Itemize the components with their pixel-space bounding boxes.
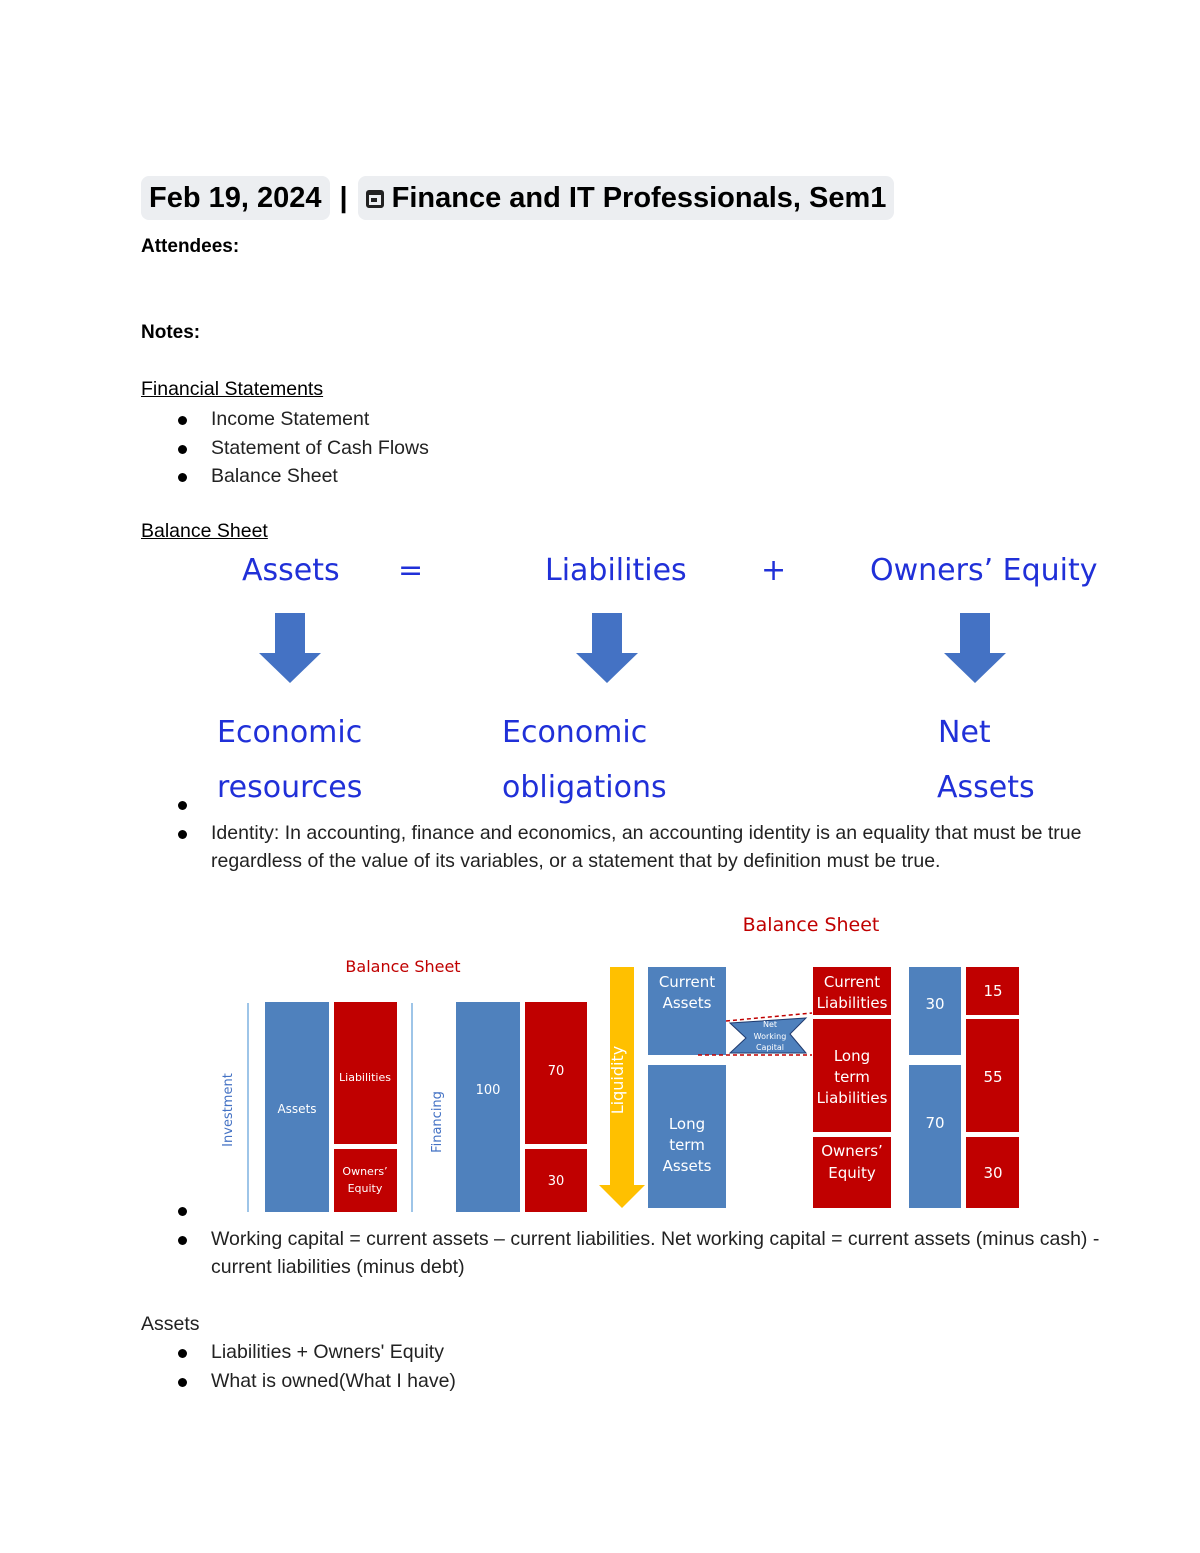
- liquidity-label: Liquidity: [608, 1046, 627, 1114]
- total-block: [456, 1002, 520, 1212]
- assets-desc-2: resources: [217, 770, 363, 805]
- long-liab-block: [813, 1019, 891, 1132]
- long-liab-label-1: Long: [834, 1047, 870, 1065]
- assets-block-label: Assets: [277, 1102, 316, 1116]
- investment-label: Investment: [221, 1073, 236, 1147]
- equity-desc-2: Assets: [937, 770, 1035, 805]
- down-arrow-icon: [576, 613, 638, 683]
- nwc-label-2: Working: [754, 1032, 787, 1041]
- equity-value-block: [525, 1149, 587, 1212]
- down-arrows: [259, 613, 1006, 683]
- financial-statements-heading: Financial Statements: [141, 378, 324, 400]
- long-assets-label-2: term: [669, 1136, 705, 1154]
- attendees-label: Attendees:: [141, 236, 240, 257]
- assets-block: [265, 1002, 329, 1212]
- current-assets-label-1: Current: [659, 973, 715, 991]
- long-assets-label-1: Long: [669, 1115, 705, 1133]
- list-item: Income Statement: [141, 405, 1121, 434]
- accounting-equation-diagram: Assets = Liabilities + Owners’ Equity Ec…: [0, 545, 1200, 810]
- assets-list: Liabilities + Owners' Equity What is own…: [141, 1338, 1101, 1395]
- la-value-block: [909, 1065, 961, 1208]
- current-assets-label-2: Assets: [663, 994, 712, 1012]
- right-diagram-title: Balance Sheet: [743, 914, 880, 936]
- current-liab-block: [813, 967, 891, 1015]
- equity-value: 30: [548, 1174, 565, 1189]
- notes-label: Notes:: [141, 322, 201, 343]
- equation-equity: Owners’ Equity: [870, 553, 1098, 588]
- list-item-empty: [141, 790, 1101, 819]
- title-row: Feb 19, 2024 | Finance and IT Profession…: [141, 176, 895, 220]
- down-arrow-icon: [259, 613, 321, 683]
- current-assets-block: [648, 967, 726, 1055]
- total-value: 100: [476, 1083, 501, 1098]
- cl-value-block: [966, 967, 1019, 1015]
- assets-heading: Assets: [141, 1313, 200, 1335]
- assets-desc-1: Economic: [217, 715, 363, 750]
- liabilities-block-label: Liabilities: [339, 1071, 391, 1084]
- cl-value: 15: [983, 982, 1002, 1000]
- liab-value-block: [525, 1002, 587, 1144]
- nwc-shape: [728, 1017, 808, 1054]
- oe-value-block: [966, 1137, 1019, 1208]
- long-assets-block: [648, 1065, 726, 1208]
- list-item: Statement of Cash Flows: [141, 434, 1121, 463]
- equation-liabilities: Liabilities: [545, 553, 687, 588]
- title-separator: |: [339, 181, 348, 214]
- liquidity-arrow-icon: [599, 967, 645, 1208]
- date-chip[interactable]: Feb 19, 2024: [141, 176, 330, 220]
- financial-statements-list: Income Statement Statement of Cash Flows…: [141, 405, 1121, 491]
- equation-assets: Assets: [242, 553, 340, 588]
- liab-value: 70: [548, 1064, 565, 1079]
- oe-value: 30: [983, 1164, 1002, 1182]
- financing-label: Financing: [430, 1091, 445, 1153]
- list-item-empty: [141, 1196, 1101, 1225]
- identity-list: Identity: In accounting, finance and eco…: [141, 790, 1101, 876]
- ca-value: 30: [925, 995, 944, 1013]
- left-diagram-title: Balance Sheet: [345, 957, 460, 976]
- current-liab-label-1: Current: [824, 973, 880, 991]
- list-item: Identity: In accounting, finance and eco…: [141, 819, 1101, 876]
- equity-block: [334, 1149, 397, 1212]
- equity-block-label-2: Equity: [348, 1182, 383, 1195]
- liabilities-block: [334, 1002, 397, 1144]
- long-assets-label-3: Assets: [663, 1157, 712, 1175]
- owners-equity-label-1: Owners’: [821, 1142, 883, 1160]
- equity-block-label-1: Owners’: [342, 1165, 387, 1178]
- equity-desc-1: Net: [938, 715, 991, 750]
- list-item: What is owned(What I have): [141, 1367, 1101, 1396]
- down-arrow-icon: [944, 613, 1006, 683]
- equation-plus: +: [761, 553, 787, 588]
- la-value: 70: [925, 1114, 944, 1132]
- nwc-label-1: Net: [763, 1020, 777, 1029]
- ca-value-block: [909, 967, 961, 1055]
- current-liab-label-2: Liabilities: [817, 994, 888, 1012]
- event-chip[interactable]: Finance and IT Professionals, Sem1: [357, 176, 895, 220]
- ll-value-block: [966, 1019, 1019, 1132]
- calendar-icon: [365, 190, 384, 208]
- owners-equity-block: [813, 1137, 891, 1208]
- list-item: Working capital = current assets – curre…: [141, 1225, 1101, 1282]
- balance-sheet-diagram: Balance Sheet Balance Sheet Investment A…: [221, 914, 1019, 1212]
- nwc-label-3: Capital: [756, 1043, 784, 1052]
- equation-equals: =: [398, 553, 424, 588]
- working-capital-list: Working capital = current assets – curre…: [141, 1196, 1101, 1282]
- list-item: Liabilities + Owners' Equity: [141, 1338, 1101, 1367]
- liab-desc-2: obligations: [502, 770, 667, 805]
- long-liab-label-2: term: [834, 1068, 870, 1086]
- event-chip-label: Finance and IT Professionals, Sem1: [391, 182, 887, 214]
- long-liab-label-3: Liabilities: [817, 1089, 888, 1107]
- list-item: Balance Sheet: [141, 462, 1121, 491]
- owners-equity-label-2: Equity: [828, 1164, 876, 1182]
- balance-sheet-heading: Balance Sheet: [141, 520, 268, 542]
- liab-desc-1: Economic: [502, 715, 648, 750]
- ll-value: 55: [983, 1068, 1002, 1086]
